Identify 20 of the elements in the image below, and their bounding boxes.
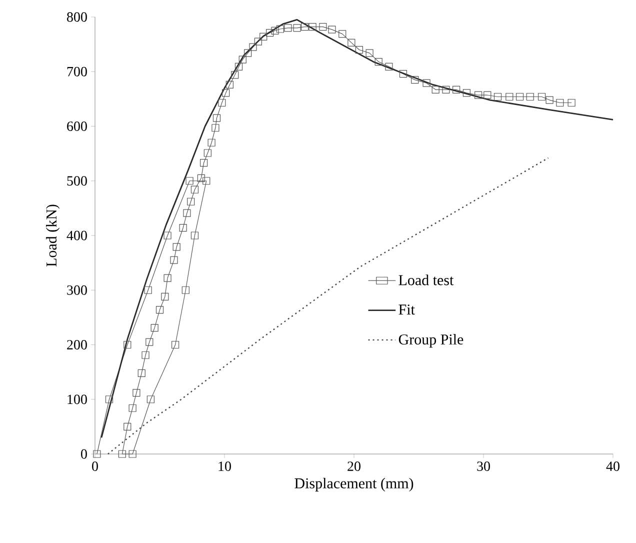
y-tick-label: 200 — [67, 340, 87, 350]
line-series — [107, 157, 549, 455]
y-axis-title: Load (kN) — [46, 204, 60, 267]
y-tick-label: 300 — [67, 285, 87, 295]
x-tick-label: 10 — [218, 462, 231, 471]
y-tick-label: 500 — [67, 176, 87, 186]
y-tick-label: 700 — [67, 66, 87, 76]
y-tick-label: 600 — [67, 122, 87, 131]
x-tick-label: 20 — [348, 462, 360, 471]
legend-label: Load test — [398, 274, 454, 286]
y-tick-label: 400 — [66, 230, 87, 240]
y-tick-label: 800 — [67, 12, 87, 22]
x-tick-label: 40 — [606, 462, 620, 471]
legend-label: Fit — [398, 304, 415, 315]
y-tick-label: 100 — [68, 394, 87, 404]
x-tick-label: 30 — [477, 462, 490, 471]
legend-label: Group Pile — [398, 334, 464, 348]
x-axis-title: Displacement (mm) — [294, 478, 414, 492]
y-tick-label: 0 — [81, 449, 87, 459]
x-tick-label: 0 — [92, 462, 98, 471]
